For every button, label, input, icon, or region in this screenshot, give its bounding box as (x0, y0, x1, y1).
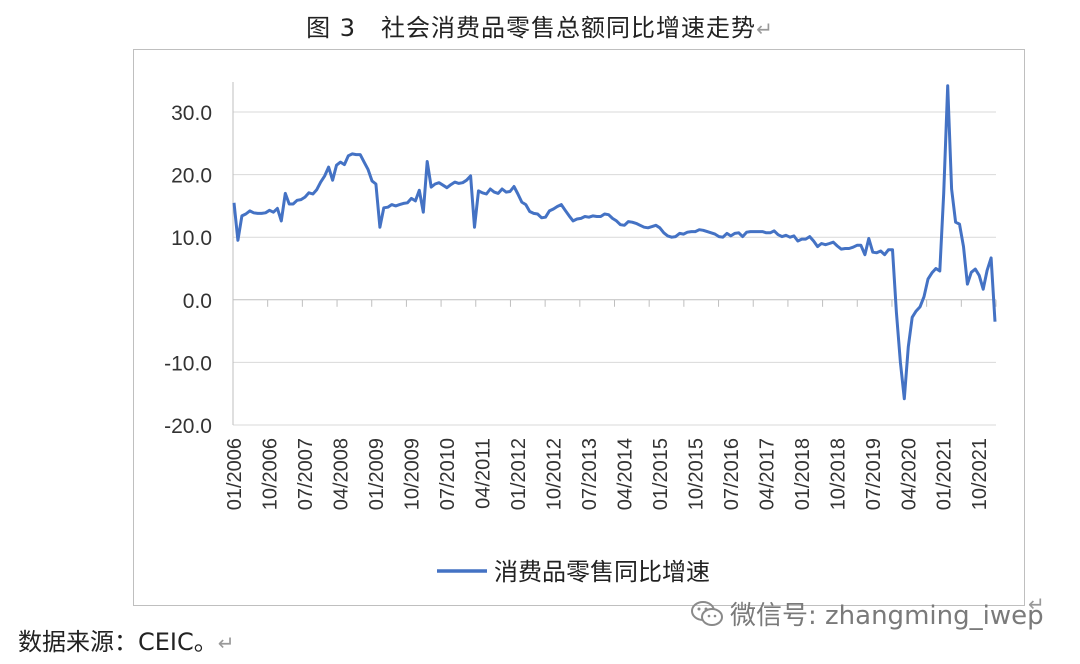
figure-title-text: 图 3 社会消费品零售总额同比增速走势 (306, 14, 757, 42)
legend: 消费品零售同比增速 (437, 558, 710, 586)
x-tick-label: 01/2021 (934, 438, 956, 510)
legend-label: 消费品零售同比增速 (494, 558, 710, 586)
x-tick-label: 01/2006 (224, 438, 246, 510)
y-tick-label: -20.0 (164, 415, 212, 438)
source-note: 数据来源：CEIC。↵ (18, 622, 235, 657)
y-tick-label: 20.0 (171, 165, 212, 188)
x-tick-label: 10/2009 (401, 438, 423, 510)
x-tick-label: 07/2010 (437, 438, 459, 510)
x-tick-label: 04/2008 (330, 438, 352, 510)
x-tick-label: 07/2007 (295, 438, 317, 510)
wechat-watermark: 微信号: zhangming_iwep (690, 595, 1044, 632)
x-tick-label: 01/2018 (792, 438, 814, 510)
y-tick-label: 0.0 (183, 290, 212, 313)
x-tick-label: 01/2012 (508, 438, 530, 510)
x-tick-label: 01/2015 (650, 438, 672, 510)
x-tick-label: 07/2013 (579, 438, 601, 510)
x-tick-label: 04/2014 (614, 438, 636, 510)
wechat-icon (691, 600, 723, 626)
return-mark-icon: ↵ (756, 17, 774, 41)
source-text: 数据来源：CEIC。 (18, 628, 218, 656)
watermark-text: 微信号: zhangming_iwep (730, 601, 1044, 631)
x-tick-label: 04/2011 (472, 438, 494, 509)
x-tick-label: 07/2016 (721, 438, 743, 510)
return-mark-icon: ↵ (217, 631, 235, 655)
series-line (232, 84, 997, 401)
return-mark-icon: ↵ (1028, 592, 1045, 616)
x-tick-label: 10/2012 (543, 438, 565, 510)
series-layer (232, 84, 997, 401)
x-tick-label: 07/2019 (863, 438, 885, 510)
x-tick-label: 10/2018 (827, 438, 849, 510)
y-tick-label: 30.0 (171, 102, 212, 125)
x-tick-label: 04/2017 (756, 438, 778, 510)
x-tick-label: 10/2021 (969, 438, 991, 510)
y-axis: 30.0 20.0 10.0 0.0 -10.0 -20.0 (164, 82, 234, 438)
x-tick-label: 10/2015 (685, 438, 707, 510)
x-tick-label: 04/2020 (898, 438, 920, 510)
y-tick-label: -10.0 (164, 352, 212, 375)
chart-frame (133, 49, 1025, 606)
x-tick-label: 10/2006 (259, 438, 281, 510)
x-axis: 01/2006 10/2006 07/2007 04/2008 01/2009 10/20… (224, 299, 997, 510)
x-tick-label: 01/2009 (366, 438, 388, 510)
figure-title: 图 3 社会消费品零售总额同比增速走势↵ (0, 8, 1080, 43)
y-tick-label: 10.0 (171, 227, 212, 250)
